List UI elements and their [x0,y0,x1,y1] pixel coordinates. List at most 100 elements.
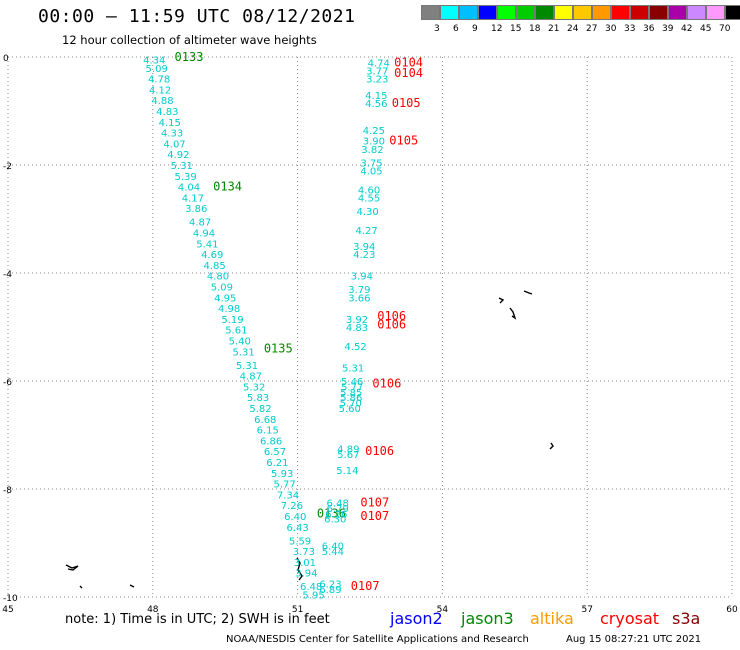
pass-time-label: 0135 [264,342,293,356]
y-tick-label: -4 [3,270,12,280]
wave-height-value: 6.40 [322,542,344,553]
legend-note: note: 1) Time is in UTC; 2) SWH is in fe… [65,612,330,627]
scale-swatch [573,5,592,20]
wave-height-value: 4.05 [360,166,382,177]
wave-height-value: 4.92 [167,150,189,161]
pass-time-label: 0107 [351,579,380,593]
wave-height-value: 6.40 [284,512,306,523]
scale-label: 21 [548,24,560,34]
wave-height-value: 3.23 [366,75,388,86]
scale-label: 70 [719,24,731,34]
wave-height-value: 4.80 [207,272,229,283]
pass-time-label: 0105 [389,134,418,148]
wave-height-value: 5.44 [322,547,344,558]
wave-height-value: 4.74 [368,58,390,69]
wave-height-value: 4.60 [358,185,380,196]
wave-height-value: 6.15 [257,426,279,437]
wave-height-value: 5.40 [229,337,251,348]
pass-time-label: 0134 [213,180,242,194]
wave-height-value: 3.90 [363,137,385,148]
x-tick-label: 51 [292,605,303,615]
land-outline [296,557,303,581]
wave-height-value: 4.98 [218,304,240,315]
wave-height-value: 6.57 [264,447,286,458]
scale-label: 30 [605,24,617,34]
scale-swatch [668,5,687,20]
pass-time-label: 0105 [392,96,421,110]
scale-label: 27 [586,24,598,34]
wave-height-value: 6.23 [319,580,341,591]
scale-label: 18 [529,24,541,34]
wave-height-value: 5.93 [271,469,293,480]
wave-height-value: 4.27 [356,226,378,237]
x-tick-label: 54 [437,605,449,615]
wave-height-value: 7.26 [281,501,303,512]
scale-label: 36 [643,24,655,34]
scale-label: 9 [472,24,478,34]
wave-height-value: 4.69 [201,250,223,261]
page-subtitle: 12 hour collection of altimeter wave hei… [62,33,317,47]
scale-label: 39 [662,24,674,34]
x-tick-label: 45 [2,605,13,615]
scale-swatch [440,5,459,20]
wave-height-value: 3.94 [353,242,375,253]
wave-height-value: 3.75 [360,158,382,169]
page-title: 00:00 — 11:59 UTC 08/12/2021 [38,6,356,27]
scale-swatch [459,5,478,20]
wave-height-value: 5.41 [196,239,218,250]
legend-jason2: jason2 [390,609,443,628]
wave-height-value: 6.68 [254,415,276,426]
wave-height-value: 4.52 [344,342,366,353]
footer-credit: NOAA/NESDIS Center for Satellite Applica… [226,634,529,645]
wave-height-value: 3.73 [293,547,315,558]
land-outline [498,297,505,304]
wave-height-value: 5.70 [340,399,362,410]
wave-height-value: 5.60 [339,404,361,415]
scale-swatch [535,5,554,20]
wave-height-value: 6.21 [266,458,288,469]
land-outline [129,584,135,588]
scale-swatch [706,5,725,20]
wave-height-value: 5.77 [341,382,363,393]
wave-height-value: 5.86 [340,393,362,404]
scale-swatch [725,5,740,20]
wave-height-value: 5.19 [221,315,243,326]
wave-height-value: 5.85 [340,388,362,399]
wave-height-value: 7.34 [277,490,299,501]
wave-height-value: 5.46 [341,377,363,388]
wave-height-value: 6.43 [286,523,308,534]
wave-height-value: 4.94 [193,229,215,240]
pass-time-label: 0106 [372,377,401,391]
pass-time-label: 0107 [360,509,389,523]
wave-height-value: 4.88 [151,96,173,107]
wave-height-value: 6.86 [260,436,282,447]
wave-height-value: 5.09 [211,283,233,294]
scale-swatch [421,5,440,20]
wave-height-value: 4.12 [149,85,171,96]
wave-height-value: 4.17 [182,193,204,204]
wave-height-value: 3.94 [351,272,373,283]
land-outline [509,307,517,320]
wave-height-value: 3.94 [295,569,317,580]
wave-height-value: 4.89 [337,445,359,456]
land-outline [65,564,79,571]
wave-height-value: 3.77 [366,67,388,78]
wave-height-value: 4.83 [346,323,368,334]
y-tick-label: 0 [3,54,9,64]
wave-height-value: 5.82 [249,404,271,415]
x-tick-label: 57 [581,605,592,615]
legend-altika: altika [530,609,574,628]
wave-height-value: 4.04 [178,183,200,194]
pass-time-label: 0104 [394,66,423,80]
scale-label: 6 [453,24,459,34]
wave-height-value: 4.55 [358,193,380,204]
footer-timestamp: Aug 15 08:27:21 UTC 2021 [566,634,702,645]
wave-height-value: 5.67 [337,450,359,461]
scale-label: 24 [567,24,579,34]
pass-time-label: 0107 [360,496,389,510]
y-tick-label: -2 [3,162,12,172]
wave-height-value: 4.33 [161,129,183,140]
wave-height-value: 5.14 [336,466,358,477]
wave-height-value: 4.56 [365,99,387,110]
